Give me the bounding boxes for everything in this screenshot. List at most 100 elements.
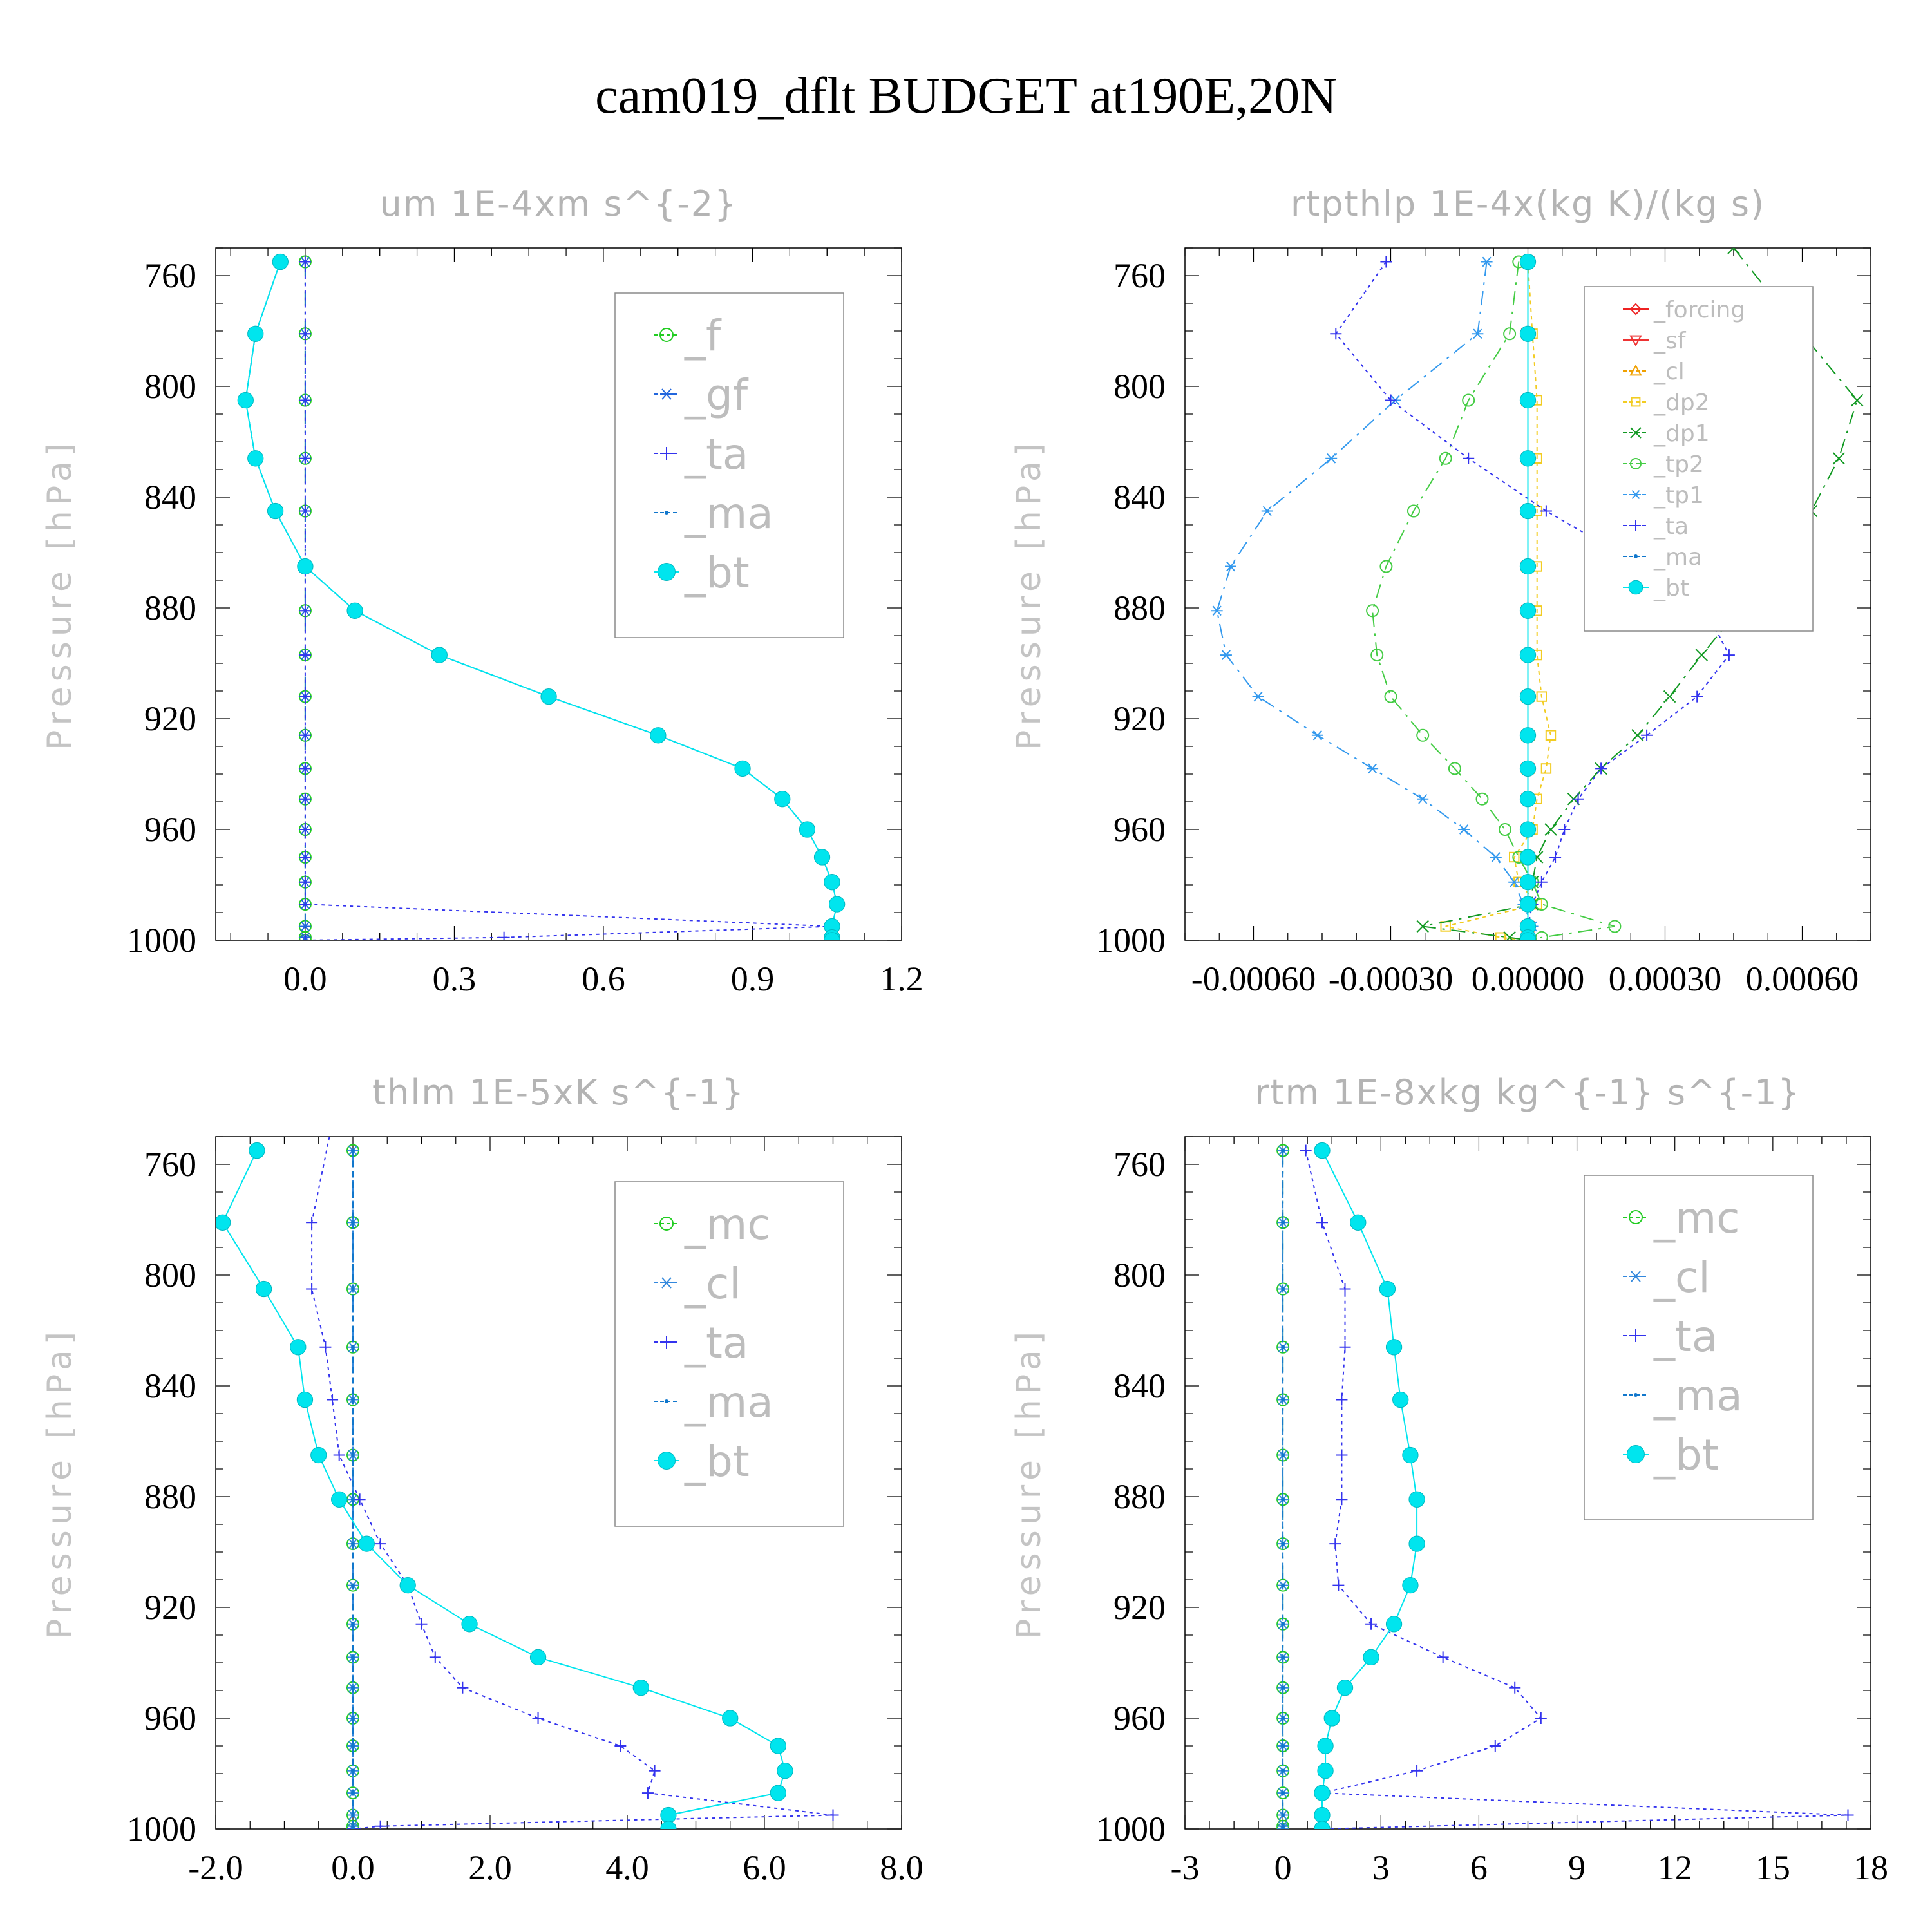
y-tick-label: 960 (144, 810, 196, 849)
data-marker (665, 1399, 668, 1403)
data-marker (1385, 1616, 1403, 1633)
panel-title: thlm 1E-5xK s^{-1} (372, 1072, 745, 1113)
data-marker (774, 791, 791, 808)
data-marker (299, 793, 311, 805)
x-tick-label: 6.0 (743, 1848, 786, 1887)
x-tick-label: 0.00060 (1746, 960, 1859, 998)
legend-label: _ta (684, 430, 748, 479)
x-tick-label: 9 (1568, 1848, 1586, 1887)
data-marker (1723, 649, 1735, 661)
data-marker (1330, 328, 1342, 340)
x-tick-label: 0.0 (331, 1848, 375, 1887)
data-marker (1281, 1827, 1285, 1829)
data-marker (247, 450, 264, 467)
panel-title: rtm 1E-8xkg kg^{-1} s^{-1} (1255, 1072, 1801, 1113)
data-marker (1545, 730, 1557, 741)
data-marker (1385, 1339, 1403, 1356)
y-tick-label: 1000 (127, 1810, 196, 1848)
data-marker (1519, 896, 1537, 913)
data-marker (1336, 1493, 1348, 1506)
data-marker (415, 1618, 428, 1630)
data-marker (1417, 793, 1429, 804)
y-tick-label: 960 (1113, 1699, 1166, 1738)
data-marker (299, 328, 311, 340)
legend-label: _bt (684, 548, 750, 598)
data-marker (290, 1339, 307, 1356)
y-tick-label: 760 (144, 256, 196, 295)
data-marker (351, 1542, 355, 1546)
legend-label: _bt (1653, 575, 1689, 601)
x-tick-label: 0.0 (283, 960, 327, 998)
legend: _forcing _sf _cl _dp2 _dp1 _tp2 _tp1 _ta _ma _bt (1584, 286, 1814, 632)
data-marker (824, 932, 840, 940)
data-marker (1727, 248, 1740, 254)
data-marker (799, 821, 816, 838)
data-marker (1832, 452, 1846, 465)
data-marker (1463, 452, 1475, 464)
data-marker (1475, 792, 1489, 806)
data-marker (1663, 690, 1676, 703)
data-marker (660, 388, 673, 400)
data-marker (641, 1787, 654, 1799)
legend-label: _ma (1653, 544, 1702, 571)
data-marker (1281, 1791, 1285, 1795)
x-tick-label: 6 (1470, 1848, 1488, 1887)
data-layer (216, 1137, 839, 1829)
y-axis-label: Pressure [hPa] (1010, 438, 1048, 750)
data-marker (1363, 1649, 1379, 1666)
data-marker (660, 447, 673, 460)
data-marker (351, 1453, 355, 1457)
figure-title: cam019_dflt BUDGET at190E,20N (595, 68, 1337, 124)
y-tick-label: 920 (144, 1588, 196, 1627)
legend-box (1584, 1175, 1814, 1520)
data-marker (1535, 1712, 1547, 1724)
data-marker (306, 1217, 318, 1229)
data-marker (1379, 1280, 1396, 1298)
data-marker (351, 1813, 355, 1817)
data-marker (1366, 604, 1379, 618)
data-marker (1281, 1655, 1285, 1660)
data-marker (354, 1493, 366, 1506)
legend: _f _gf _ta _ma _bt (614, 292, 844, 638)
data-marker (1629, 335, 1642, 347)
y-tick-label: 880 (144, 1477, 196, 1516)
x-tick-label: 1.2 (880, 960, 923, 998)
data-marker (1495, 932, 1506, 940)
data-marker (351, 1685, 355, 1690)
data-marker (351, 1220, 355, 1225)
legend-label: _cl (1653, 359, 1685, 385)
data-marker (1281, 1744, 1285, 1748)
data-marker (1519, 325, 1537, 342)
data-marker (1252, 691, 1264, 702)
data-marker (247, 325, 264, 342)
data-marker (1392, 1391, 1409, 1408)
y-tick-label: 840 (1113, 478, 1166, 516)
data-marker (1416, 728, 1430, 742)
data-marker (1519, 558, 1537, 575)
y-tick-label: 800 (1113, 1256, 1166, 1294)
data-marker (1842, 1809, 1854, 1821)
y-tick-label: 800 (144, 1256, 196, 1294)
data-marker (1509, 851, 1520, 863)
data-marker (351, 1824, 355, 1828)
data-marker (1641, 729, 1653, 741)
data-marker (777, 1763, 793, 1779)
legend-label: _bt (684, 1437, 750, 1486)
data-marker (1317, 1763, 1334, 1779)
data-marker (1508, 876, 1520, 887)
x-tick-label: 0 (1274, 1848, 1292, 1887)
data-marker (1519, 392, 1537, 409)
plot-frame (215, 247, 902, 941)
legend-box (614, 292, 844, 638)
data-marker (650, 727, 667, 744)
data-marker (649, 1765, 661, 1777)
legend-label: _ta (684, 1318, 748, 1368)
data-marker (1408, 1535, 1425, 1552)
data-marker (429, 1651, 441, 1663)
data-marker (327, 1394, 339, 1406)
data-marker (532, 1712, 544, 1724)
data-marker (1627, 1445, 1645, 1463)
data-marker (1281, 1220, 1285, 1225)
data-marker (1379, 560, 1393, 573)
data-marker (299, 605, 311, 617)
